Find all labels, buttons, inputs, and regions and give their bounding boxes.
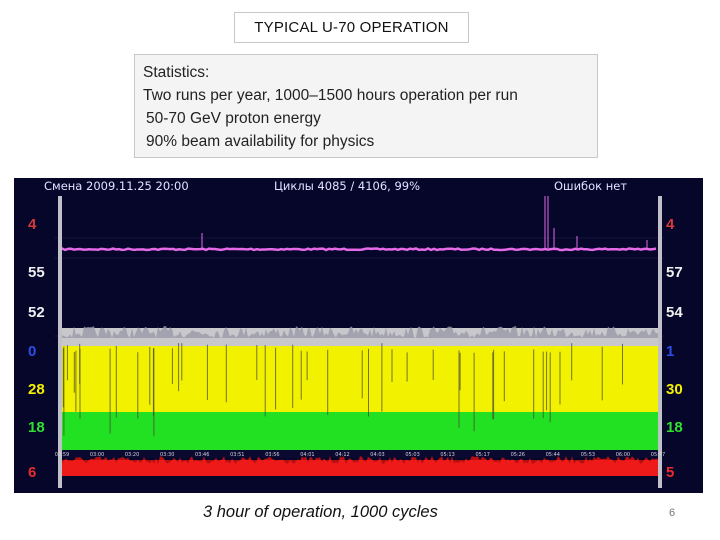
channel-right-label-4: 1 [666, 343, 675, 360]
slide-title: TYPICAL U-70 OPERATION [234, 12, 469, 43]
page-number: 6 [669, 507, 676, 519]
time-tick-label: 05:03 [405, 452, 419, 458]
time-tick-label: 06:00 [616, 452, 630, 458]
channel-left-label-7: 6 [28, 464, 37, 481]
statistics-line-runs: Two runs per year, 1000–1500 hours opera… [143, 87, 518, 104]
time-tick-label: 03:51 [230, 452, 244, 458]
time-tick-label: 03:30 [160, 452, 174, 458]
red-band [62, 460, 658, 476]
magenta-trace [60, 246, 657, 252]
yellow-band [62, 346, 658, 412]
red-band-noise [62, 456, 658, 464]
channel-right-label-1: 4 [666, 216, 675, 233]
channel-left-label-1: 4 [28, 216, 37, 233]
white-band-noise [62, 326, 658, 338]
channel-left-label-3: 52 [28, 304, 45, 321]
time-tick-label: 05:53 [581, 452, 595, 458]
time-tick-label: 05:17 [475, 452, 489, 458]
beam-monitor-screenshot: 02:59 03:00 03:20 03:30 03:46 03:51 03:56 04:01… [14, 178, 703, 493]
time-tick-label: 05:47 [651, 452, 665, 458]
time-tick-label: 05:13 [440, 452, 454, 458]
green-band [62, 412, 658, 452]
time-tick-label: 02:59 [55, 452, 69, 458]
channel-right-label-6: 18 [666, 419, 683, 436]
time-tick-label: 04:12 [335, 452, 349, 458]
monitor-header: Смена 2009.11.25 20:00 Циклы 4085 / 4106… [14, 178, 703, 195]
channel-right-label-7: 5 [666, 464, 675, 481]
channel-left-label-5: 28 [28, 381, 45, 398]
time-tick-label: 03:20 [125, 452, 139, 458]
channel-right-label-2: 57 [666, 264, 683, 281]
statistics-line-availability: 90% beam availability for physics [146, 133, 375, 150]
time-tick-label: 03:56 [265, 452, 279, 458]
time-tick-label: 04:03 [370, 452, 384, 458]
time-tick-label: 04:01 [300, 452, 314, 458]
right-scale-strip [658, 196, 662, 488]
time-tick-label: 05:44 [546, 452, 560, 458]
channel-left-label-2: 55 [28, 264, 45, 281]
time-tick-label: 03:00 [90, 452, 104, 458]
channel-right-label-5: 30 [666, 381, 683, 398]
time-tick-label: 03:46 [195, 452, 209, 458]
beam-monitor-plot: 02:59 03:00 03:20 03:30 03:46 03:51 03:56 04:01… [54, 196, 665, 488]
statistics-box: Statistics: Two runs per year, 1000–1500… [134, 54, 598, 158]
monitor-shift-label: Смена 2009.11.25 20:00 [44, 179, 189, 193]
statistics-heading: Statistics: [143, 64, 210, 81]
channel-left-label-6: 18 [28, 419, 45, 436]
figure-caption: 3 hour of operation, 1000 cycles [203, 503, 438, 521]
time-tick-label: 05:26 [511, 452, 525, 458]
time-axis-strip [62, 450, 658, 458]
channel-right-label-3: 54 [666, 304, 683, 321]
channel-left-label-4: 0 [28, 343, 37, 360]
left-scale-strip [58, 196, 62, 488]
monitor-cycles-label: Циклы 4085 / 4106, 99% [274, 179, 421, 193]
monitor-errors-label: Ошибок нет [554, 179, 628, 193]
statistics-line-energy: 50-70 GeV proton energy [146, 110, 321, 127]
